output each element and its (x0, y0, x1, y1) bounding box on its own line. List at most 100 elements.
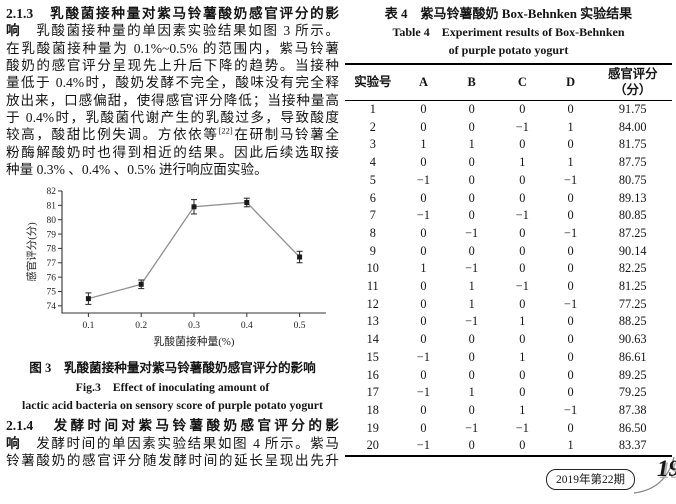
table-row: 18 0 0 1 −1 87.38 (345, 402, 672, 420)
table-row: 7 −1 0 −1 0 80.85 (345, 207, 672, 225)
svg-text:75: 75 (47, 288, 57, 298)
table-row: 19 0 −1 −1 0 86.50 (345, 420, 672, 438)
table-cell: 81.25 (618, 279, 647, 294)
table-row: 17 −1 1 0 0 79.25 (345, 384, 672, 402)
text-segment: 量低于 0.4%时，酸奶发酵不完全，酸味没有完全释 (6, 75, 339, 91)
table-cell: 1 (567, 155, 574, 170)
table-row: 10 1 −1 0 0 82.25 (345, 260, 672, 278)
table-cell: 0 (519, 225, 526, 240)
table-cell: −1 (515, 119, 529, 134)
table-cell: 1 (519, 155, 526, 170)
table-cell: 0 (420, 155, 427, 170)
right-column: 表 4 紫马铃薯酸奶 Box-Behnken 实验结果 Table 4 Expe… (345, 4, 672, 458)
table-cell: 20 (366, 438, 379, 453)
table-cell: 0 (468, 349, 475, 364)
figure-3-caption: 图 3 乳酸菌接种量对紫马铃薯酸奶感官评分的影响 Fig.3 Effect of… (6, 359, 339, 414)
table-cell: 10 (366, 261, 379, 276)
table-row: 13 0 −1 1 0 88.25 (345, 313, 672, 331)
column-header: A (418, 74, 428, 89)
svg-text:78: 78 (47, 245, 57, 255)
text-segment: 响 (6, 435, 22, 451)
table-cell: 0 (468, 190, 475, 205)
table-cell: 0 (420, 367, 427, 382)
table-cell: −1 (465, 261, 479, 276)
table-cell: 1 (420, 261, 427, 276)
table-cell: 1 (519, 349, 526, 364)
table-cell: 1 (468, 385, 475, 400)
table-cell: 87.75 (618, 155, 647, 170)
table-cell: −1 (465, 225, 479, 240)
table-cell: 6 (369, 190, 376, 205)
table-cell: −1 (564, 225, 578, 240)
table-cell: 90.14 (618, 243, 647, 258)
issue-label: 2019年第22期 (556, 474, 625, 486)
caption-en-line2: lactic acid bacteria on sensory score of… (22, 398, 323, 413)
table-cell: 3 (369, 137, 376, 152)
table-cell: 2 (369, 119, 376, 134)
svg-text:0.1: 0.1 (82, 321, 94, 331)
paragraph-line: 种量 0.3% 、0.4% 、0.5% 进行响应面实验。 (6, 161, 339, 178)
table-cell: 0 (420, 225, 427, 240)
table-cell: 0 (468, 243, 475, 258)
table-cell: 14 (366, 332, 379, 347)
table-cell: 0 (519, 385, 526, 400)
table-cell: 84.00 (618, 119, 647, 134)
svg-text:0.5: 0.5 (294, 321, 306, 331)
table-cell: −1 (416, 349, 430, 364)
svg-text:82: 82 (47, 188, 57, 198)
section-2-1-4-paragraph: 2.1.4 发酵时间对紫马铃薯酸奶感官评分的影响 发酵时间的单因素实验结果如图 … (6, 417, 339, 469)
table-cell: 0 (567, 279, 574, 294)
table-cell: −1 (465, 420, 479, 435)
text-segment: 粉酶解酸奶时也得到相近的结果。因此后续选取接 (6, 144, 339, 160)
text-segment: 响 (6, 23, 22, 39)
table-cell: 0 (519, 190, 526, 205)
table-row: 2 0 0 −1 1 84.00 (345, 119, 672, 137)
table-row: 8 0 −1 0 −1 87.25 (345, 225, 672, 243)
table-cell: 1 (468, 137, 475, 152)
paragraph-line: 放出来，口感偏甜，使得感官评分降低；当接种量高 (6, 92, 339, 109)
table-cell: 83.37 (618, 438, 647, 453)
table-cell: 0 (420, 332, 427, 347)
table-cell: 0 (567, 314, 574, 329)
paragraph-line: 于 0.4%时，乳酸菌代谢产生的乳酸过多，导致酸度 (6, 109, 339, 126)
table-row: 9 0 0 0 0 90.14 (345, 243, 672, 261)
table-row: 14 0 0 0 0 90.63 (345, 331, 672, 349)
text-segment: 乳酸菌接种量的单因素实验结果如图 3 所示。 (21, 23, 339, 39)
issue-badge: 2019年第22期 (546, 469, 635, 490)
table-row: 6 0 0 0 0 89.13 (345, 190, 672, 208)
table-row: 12 0 1 0 −1 77.25 (345, 296, 672, 314)
table-header: 实验号 A B C D 感官评分 （分） (345, 64, 672, 101)
table-cell: 0 (468, 102, 475, 116)
table-cell: 19 (366, 420, 379, 435)
table-cell: 0 (420, 243, 427, 258)
svg-text:74: 74 (47, 302, 57, 312)
table-cell: 0 (519, 172, 526, 187)
paragraph-line: 酸奶的感官评分呈现先上升后下降的趋势。当接种 (6, 57, 339, 74)
text-segment: 铃薯酸奶的感官评分随发酵时间的延长呈现出先升 (6, 453, 339, 469)
table-cell: −1 (465, 314, 479, 329)
table-cell: 1 (369, 102, 376, 116)
svg-text:80: 80 (47, 216, 57, 226)
svg-text:76: 76 (47, 274, 57, 284)
table-cell: 0 (420, 402, 427, 417)
table-cell: 0 (567, 102, 574, 116)
svg-text:感官评分(分): 感官评分(分) (25, 222, 38, 282)
table-cell: 17 (366, 385, 379, 400)
table-cell: 11 (366, 279, 379, 294)
paragraph-line: 2.1.4 发酵时间对紫马铃薯酸奶感官评分的影 (6, 417, 339, 434)
table-cell: 0 (468, 172, 475, 187)
table-cell: 0 (468, 155, 475, 170)
table-cell: 81.75 (618, 137, 647, 152)
table-cell: 0 (567, 243, 574, 258)
table-4-title-en-line1: Table 4 Experiment results of Box-Behnke… (392, 25, 625, 39)
table-cell: 1 (519, 402, 526, 417)
table-row: 11 0 1 −1 0 81.25 (345, 278, 672, 296)
table-cell: 0 (519, 137, 526, 152)
text-segment: 种量 0.3% 、0.4% 、0.5% 进行响应面实验。 (6, 162, 268, 178)
citation-superscript: [22] (218, 126, 233, 136)
table-cell: 0 (420, 314, 427, 329)
table-cell: −1 (564, 296, 578, 311)
paragraph-line: 量低于 0.4%时，酸奶发酵不完全，酸味没有完全释 (6, 74, 339, 91)
table-cell: 1 (567, 119, 574, 134)
